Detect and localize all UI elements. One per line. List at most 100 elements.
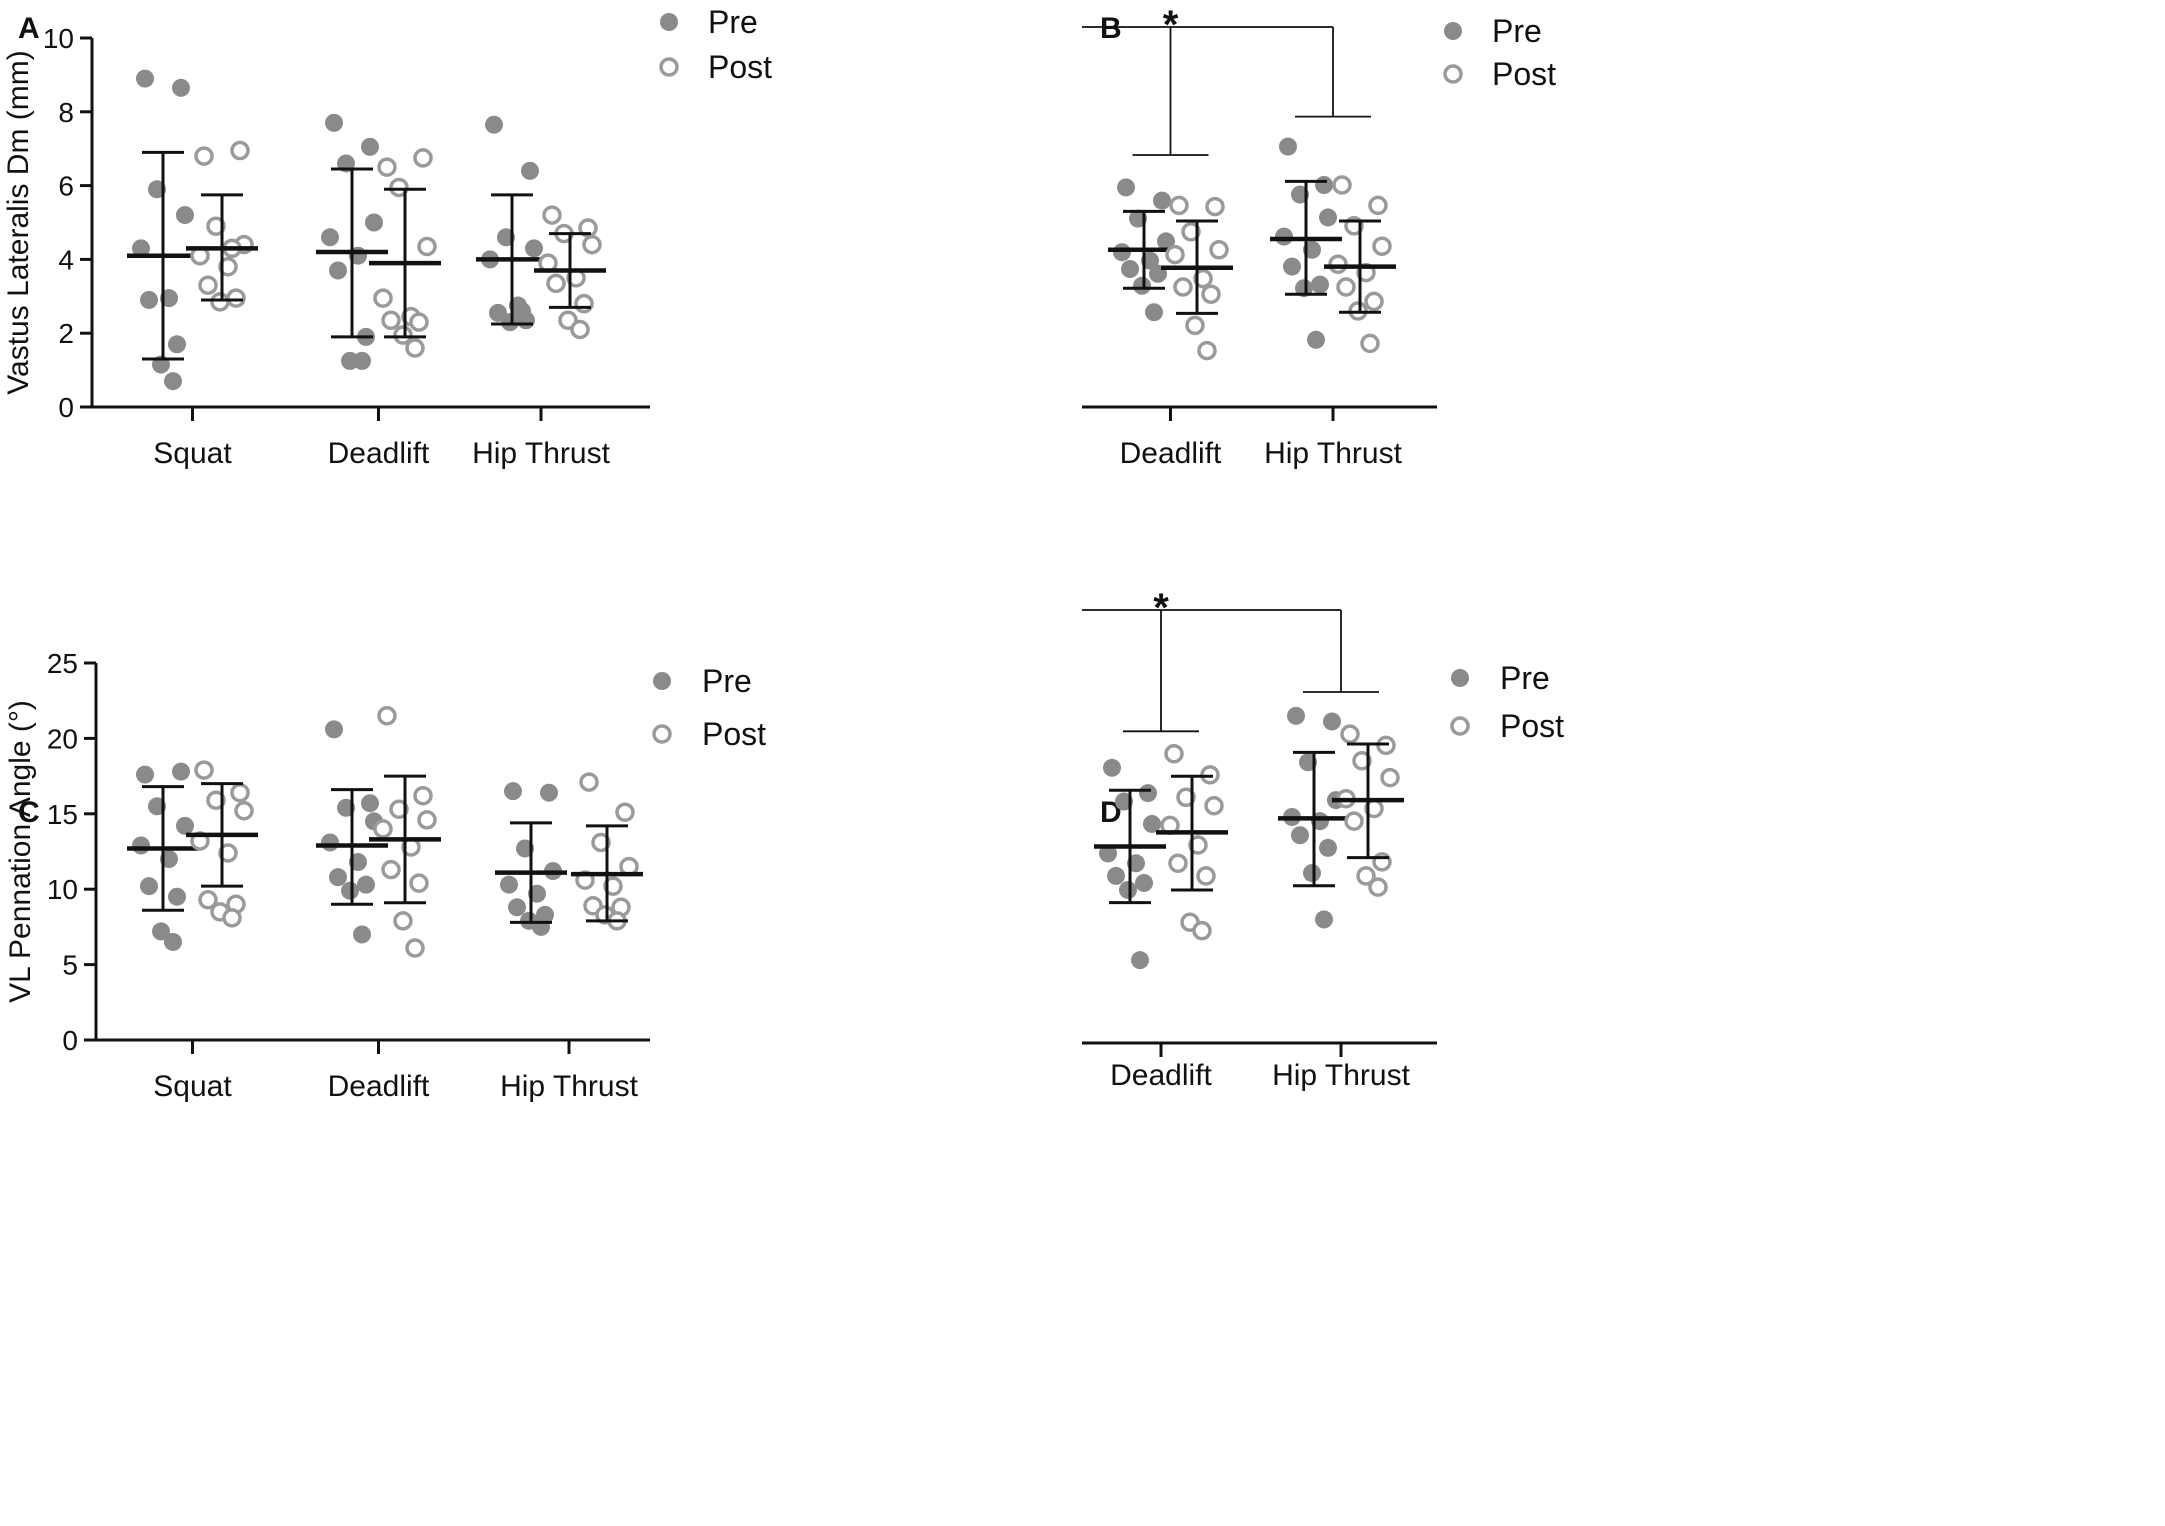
pre-point xyxy=(525,239,543,258)
pre-point xyxy=(1119,880,1137,899)
post-point xyxy=(574,293,594,314)
post-point xyxy=(1352,751,1372,771)
post-point xyxy=(1332,175,1352,195)
y-tick-label: 0 xyxy=(58,392,74,423)
post-point xyxy=(1336,277,1356,297)
post-point xyxy=(377,706,397,726)
post-point xyxy=(1209,240,1229,260)
post-point xyxy=(405,938,425,958)
pre-point xyxy=(136,69,154,88)
pre-point xyxy=(361,794,379,813)
pre-point xyxy=(1291,826,1309,845)
post-point xyxy=(373,288,393,308)
pre-point xyxy=(132,836,150,855)
panel-a: A 0 2 4 6 8 10 Vastus Lateralis Dm (mm) Squat De… xyxy=(0,0,1082,760)
pre-point xyxy=(485,115,503,134)
pre-point xyxy=(132,239,150,258)
pre-point xyxy=(1275,227,1293,246)
pre-point xyxy=(152,922,170,941)
pre-point xyxy=(1153,191,1171,210)
y-tick-label: 15 xyxy=(47,799,78,830)
pre-point xyxy=(168,887,186,906)
pre-point xyxy=(501,313,519,332)
post-point xyxy=(1165,244,1185,265)
pre-point xyxy=(1099,844,1117,863)
post-point xyxy=(570,319,590,340)
panel-c: C 0 5 10 15 20 25 VL Pennation Angle (°) Squat D… xyxy=(0,560,1082,1526)
post-point xyxy=(1181,222,1201,242)
y-tick-label: 0 xyxy=(62,1025,78,1056)
post-point xyxy=(413,785,433,806)
post-point xyxy=(393,325,413,345)
significance-star: * xyxy=(1163,3,1179,47)
post-point xyxy=(413,148,433,168)
legend-pre-marker xyxy=(1444,22,1462,40)
y-tick-label: 5 xyxy=(62,950,78,981)
post-point xyxy=(381,310,401,331)
pre-point xyxy=(1131,951,1149,970)
pre-point xyxy=(513,302,531,321)
post-point xyxy=(1356,866,1376,886)
post-point xyxy=(1372,236,1392,256)
post-point xyxy=(198,275,218,295)
pre-point xyxy=(176,816,194,835)
pre-point xyxy=(1143,814,1161,833)
pre-point xyxy=(1103,758,1121,777)
pre-point xyxy=(521,161,539,180)
pre-point xyxy=(140,290,158,309)
post-point xyxy=(615,802,635,823)
x-tick-label: Hip Thrust xyxy=(1272,1059,1410,1092)
post-point xyxy=(194,146,214,166)
post-point xyxy=(579,772,599,792)
pre-point xyxy=(1319,838,1337,857)
chart-panel-c: C 0 5 10 15 20 25 VL Pennation Angle (°) Squat D… xyxy=(4,648,766,1103)
legend-pre-marker xyxy=(653,672,671,690)
post-point xyxy=(405,338,425,358)
chart-panel-b: B 051015Rectus femoris Dm (mm)SquatDeadl… xyxy=(1082,3,1556,470)
post-point xyxy=(542,205,562,225)
x-tick-label: Deadlift xyxy=(1110,1059,1212,1092)
legend-post-label: Post xyxy=(1492,56,1556,92)
x-tick-label: Hip Thrust xyxy=(500,1070,638,1103)
pre-point xyxy=(361,137,379,156)
legend-post-label: Post xyxy=(702,716,766,752)
y-tick-label: 6 xyxy=(58,171,74,202)
pre-point xyxy=(321,228,339,247)
post-point xyxy=(1173,277,1193,297)
x-tick-label: Hip Thrust xyxy=(1264,437,1402,470)
post-point xyxy=(206,790,226,810)
x-tick-label: Hip Thrust xyxy=(472,437,610,470)
post-point xyxy=(582,234,602,255)
pre-point xyxy=(1145,303,1163,322)
y-axis-label: Vastus Lateralis Dm (mm) xyxy=(2,50,35,395)
post-point xyxy=(1205,196,1225,217)
legend-pre-marker xyxy=(660,13,678,31)
pre-point xyxy=(341,881,359,900)
panel-label-b: B xyxy=(1100,12,1122,45)
post-point xyxy=(381,859,401,880)
panel-label-a: A xyxy=(18,12,40,45)
post-point xyxy=(230,782,250,803)
post-point xyxy=(194,760,214,780)
x-tick-label: Squat xyxy=(153,437,232,470)
pre-point xyxy=(508,898,526,917)
plot-a: 0 2 4 6 8 10 Vastus Lateralis Dm (mm) Squat Dead… xyxy=(2,4,772,470)
pre-point xyxy=(1113,243,1131,262)
legend-pre-marker xyxy=(1451,669,1469,687)
pre-point xyxy=(353,925,371,944)
post-point xyxy=(218,257,238,277)
legend-post-marker xyxy=(1450,716,1470,736)
chart-panel-a: A 0 2 4 6 8 10 Vastus Lateralis Dm (mm) Squat De… xyxy=(2,4,772,470)
plot-c: 0 5 10 15 20 25 VL Pennation Angle (°) Squat Dea… xyxy=(4,648,766,1103)
pre-point xyxy=(532,917,550,936)
post-point xyxy=(1188,835,1208,855)
y-tick-label: 4 xyxy=(58,244,74,275)
pre-point xyxy=(1279,137,1297,156)
post-point xyxy=(603,876,623,896)
pre-point xyxy=(1311,275,1329,294)
y-axis-label: VL Pennation Angle (°) xyxy=(4,700,37,1003)
pre-point xyxy=(168,335,186,354)
post-point xyxy=(1368,877,1388,897)
post-point xyxy=(1201,284,1221,304)
post-point xyxy=(1185,315,1205,336)
